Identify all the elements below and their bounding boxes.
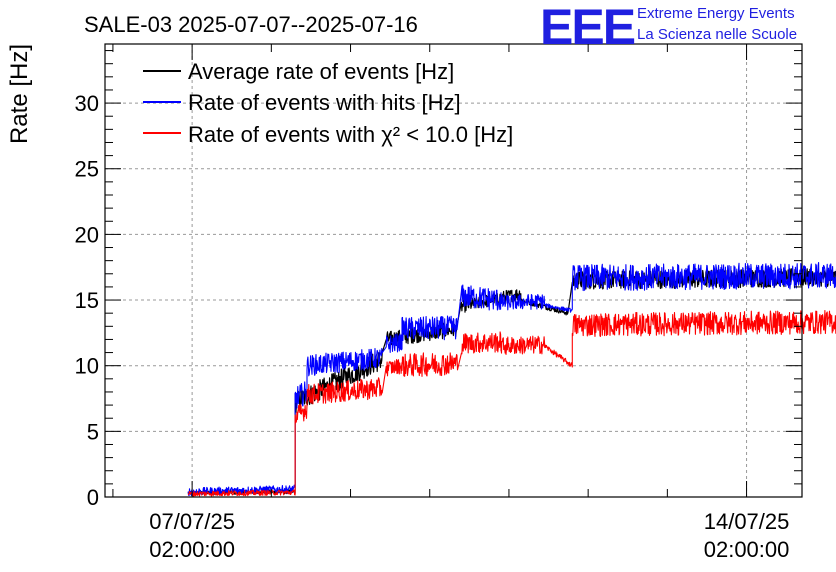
series-lines [187,262,836,497]
y-tick-label: 5 [87,419,99,444]
y-tick-label: 10 [75,354,99,379]
y-tick-label: 0 [87,485,99,510]
legend-label-chi2: Rate of events with χ² < 10.0 [Hz] [188,122,513,147]
series-line-average [187,267,836,496]
y-tick-label: 25 [75,157,99,182]
chart-title: SALE-03 2025-07-07--2025-07-16 [84,12,418,37]
series-line-chi2 [187,310,836,497]
eee-logo: EEE Extreme Energy Events La Scienza nel… [540,0,797,55]
logo-line-2: La Scienza nelle Scuole [637,26,797,43]
series-line-hits [187,262,836,497]
axis-labels: 0 5 10 15 20 25 30 07/07/25 02:00:00 14/07/25 02:0… [75,91,790,562]
plot-frame [104,43,803,498]
y-tick-label: 15 [75,288,99,313]
legend-label-hits: Rate of events with hits [Hz] [188,90,461,115]
logo-letters: EEE [540,0,635,55]
logo-line-1: Extreme Energy Events [637,5,795,22]
x-tick-label-date: 14/07/25 [704,509,790,534]
y-tick-label: 30 [75,91,99,116]
y-axis-label: Rate [Hz] [6,44,33,144]
legend: Average rate of events [Hz] Rate of even… [143,59,513,147]
x-tick-label-time: 02:00:00 [704,537,790,562]
legend-label-average: Average rate of events [Hz] [188,59,454,84]
x-tick-label-date: 07/07/25 [149,509,235,534]
axis-ticks [105,44,802,498]
x-tick-label-time: 02:00:00 [149,537,235,562]
y-tick-label: 20 [75,222,99,247]
